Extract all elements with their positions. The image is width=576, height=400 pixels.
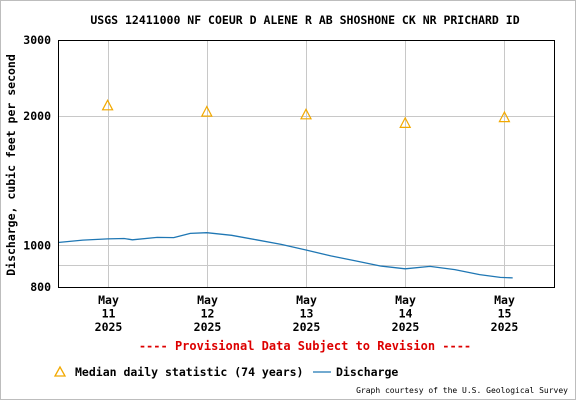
x-tick-label-line: May xyxy=(494,293,515,307)
median-point-marker xyxy=(399,116,412,129)
x-tick-label-line: 2025 xyxy=(95,320,123,334)
x-tick-label-line: 2025 xyxy=(293,320,321,334)
median-point-marker xyxy=(200,105,213,117)
x-tick-label: May 15 2025 xyxy=(491,293,519,334)
median-point-marker xyxy=(101,99,114,111)
discharge-series-line xyxy=(57,232,513,279)
x-tick-label-line: 2025 xyxy=(491,320,519,334)
x-tick-label-line: 11 xyxy=(102,307,116,321)
chart-title: USGS 12411000 NF COEUR D ALENE R AB SHOS… xyxy=(90,13,519,27)
legend-triangle-icon xyxy=(53,365,67,377)
x-tick-label-line: 2025 xyxy=(392,320,420,334)
x-tick-label-line: 13 xyxy=(300,307,314,321)
y-tick-label: 2000 xyxy=(23,109,51,123)
x-tick-label-line: May xyxy=(395,293,416,307)
y-axis-label: Discharge, cubic feet per second xyxy=(4,54,18,276)
x-tick-label-line: 2025 xyxy=(194,320,222,334)
y-tick-label: 1000 xyxy=(23,238,51,252)
provisional-note: ---- Provisional Data Subject to Revisio… xyxy=(139,339,471,353)
plot-area-frame xyxy=(58,40,555,288)
y-tick-label: 3000 xyxy=(23,33,51,47)
legend-discharge-label: Discharge xyxy=(336,365,398,379)
x-tick-label-line: 14 xyxy=(399,307,413,321)
x-tick-label-line: 15 xyxy=(498,307,512,321)
x-tick-label: May 14 2025 xyxy=(392,293,420,334)
x-tick-label: May 12 2025 xyxy=(194,293,222,334)
x-tick-label-line: 12 xyxy=(201,307,215,321)
x-tick-label: May 13 2025 xyxy=(293,293,321,334)
usgs-credit: Graph courtesy of the U.S. Geological Su… xyxy=(356,386,568,395)
legend: Median daily statistic (74 years) Discha… xyxy=(53,365,398,379)
y-tick-label: 800 xyxy=(30,280,51,294)
x-tick-label: May 11 2025 xyxy=(95,293,123,334)
median-point-marker xyxy=(498,110,511,123)
median-point-marker xyxy=(300,108,312,120)
legend-median-label: Median daily statistic (74 years) xyxy=(75,365,303,379)
x-tick-label-line: May xyxy=(296,293,317,307)
series-layer xyxy=(57,99,513,279)
x-tick-label-line: May xyxy=(197,293,218,307)
x-tick-label-line: May xyxy=(98,293,119,307)
